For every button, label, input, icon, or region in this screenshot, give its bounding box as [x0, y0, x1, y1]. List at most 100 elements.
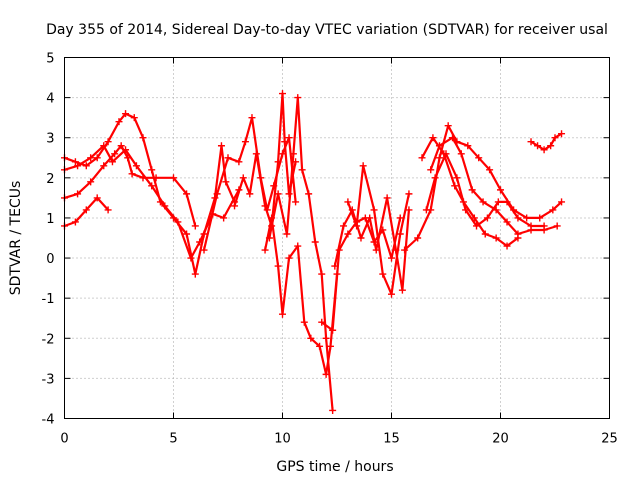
data-point: [418, 154, 426, 162]
series-line: [529, 132, 563, 151]
series-line: [202, 116, 297, 252]
data-point: [139, 134, 147, 142]
data-point: [449, 134, 457, 142]
data-point: [104, 138, 112, 146]
data-point: [217, 142, 225, 150]
data-point: [283, 230, 291, 238]
data-point: [148, 166, 156, 174]
data-point: [294, 94, 302, 102]
data-point: [132, 162, 140, 170]
data-point: [359, 162, 367, 170]
data-point: [318, 318, 326, 326]
data-point: [503, 198, 511, 206]
data-point: [479, 198, 487, 206]
data-point: [459, 198, 467, 206]
y-tick-label: 4: [46, 92, 54, 107]
data-point: [503, 242, 511, 250]
data-point: [494, 198, 502, 206]
data-point: [115, 118, 123, 126]
data-point: [464, 142, 472, 150]
data-point: [451, 182, 459, 190]
data-point: [340, 222, 348, 230]
data-point: [492, 234, 500, 242]
data-point: [148, 182, 156, 190]
y-tick-label: 3: [46, 132, 54, 147]
y-tick-label: -2: [42, 332, 55, 347]
data-point: [344, 230, 352, 238]
data-point: [200, 246, 208, 254]
y-tick-label: -3: [42, 372, 55, 387]
data-point: [289, 150, 297, 158]
data-point: [300, 318, 308, 326]
y-tick-label: 0: [46, 252, 54, 267]
data-point: [457, 150, 465, 158]
data-point: [117, 142, 125, 150]
data-point: [357, 234, 365, 242]
data-point: [93, 194, 101, 202]
x-tick-label: 5: [169, 432, 177, 447]
data-point: [111, 150, 119, 158]
data-point: [100, 142, 108, 150]
data-point: [331, 262, 339, 270]
data-point: [294, 242, 302, 250]
plot-frame: [64, 57, 610, 419]
series-arc-11: [344, 162, 413, 298]
data-point: [274, 262, 282, 270]
data-point: [468, 186, 476, 194]
data-point: [213, 190, 221, 198]
y-axis-label: SDTVAR / TECUs: [8, 181, 24, 296]
series-arc-16: [527, 130, 566, 154]
data-point: [514, 234, 522, 242]
data-point: [396, 214, 404, 222]
data-point: [549, 206, 557, 214]
data-point: [298, 166, 306, 174]
data-point: [427, 166, 435, 174]
data-point: [431, 174, 439, 182]
data-point: [486, 166, 494, 174]
data-point: [453, 174, 461, 182]
data-point: [444, 122, 452, 130]
data-point: [379, 270, 387, 278]
series-line: [346, 164, 410, 296]
series-line: [429, 136, 559, 236]
data-point: [326, 342, 334, 350]
data-point: [553, 222, 561, 230]
data-point: [82, 206, 90, 214]
data-point: [322, 334, 330, 342]
data-point: [161, 202, 169, 210]
data-point: [239, 174, 247, 182]
data-point: [74, 190, 82, 198]
data-point: [292, 198, 300, 206]
data-point: [152, 174, 160, 182]
grid: [64, 57, 610, 419]
data-point: [196, 238, 204, 246]
data-point: [558, 130, 566, 138]
data-point: [285, 254, 293, 262]
data-point: [429, 134, 437, 142]
data-point: [122, 110, 130, 118]
data-point: [370, 206, 378, 214]
series-line: [333, 196, 410, 292]
data-point: [311, 238, 319, 246]
data-point: [187, 254, 195, 262]
series-arc-8: [261, 214, 341, 378]
series-line: [320, 216, 402, 332]
data-point: [305, 190, 313, 198]
data-point: [353, 222, 361, 230]
data-point: [414, 234, 422, 242]
data-point: [366, 214, 374, 222]
data-point: [279, 90, 286, 98]
data-point: [540, 146, 548, 154]
data-point: [514, 214, 522, 222]
y-tick-label: 2: [46, 172, 54, 187]
data-point: [383, 194, 391, 202]
data-point: [100, 162, 108, 170]
y-axis-ticks: -4 -3 -2 -1 0 1 2 3 4 5: [42, 52, 610, 428]
data-point: [527, 222, 535, 230]
data-point: [261, 246, 269, 254]
data-point: [248, 114, 256, 122]
x-tick-label: 15: [383, 432, 400, 447]
series-line: [420, 136, 520, 248]
data-point: [191, 270, 199, 278]
x-tick-label: 20: [492, 432, 509, 447]
